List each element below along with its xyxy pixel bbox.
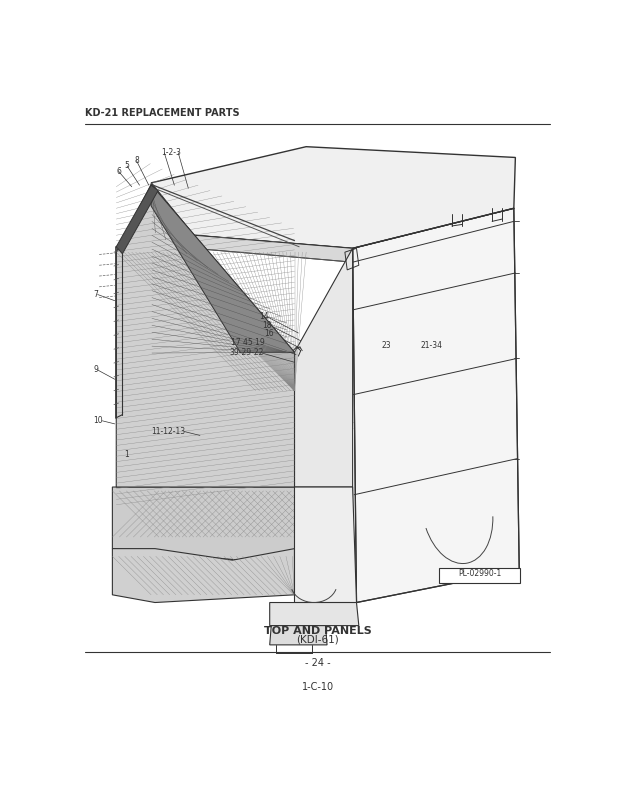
Text: 21-34: 21-34: [420, 340, 442, 350]
FancyBboxPatch shape: [440, 567, 520, 583]
Text: 6: 6: [117, 167, 121, 176]
Polygon shape: [294, 487, 356, 603]
Text: 14: 14: [260, 312, 269, 321]
Text: ReplacementParts.com: ReplacementParts.com: [241, 419, 394, 432]
Polygon shape: [270, 603, 359, 626]
Text: 18: 18: [262, 321, 272, 329]
Text: (KDI-61): (KDI-61): [296, 635, 339, 645]
Polygon shape: [270, 626, 327, 645]
Polygon shape: [112, 549, 294, 603]
Text: PL-02990-1: PL-02990-1: [458, 569, 502, 578]
Polygon shape: [151, 147, 515, 248]
Polygon shape: [117, 185, 158, 254]
Text: 7: 7: [93, 290, 98, 299]
Text: 17 45 19: 17 45 19: [231, 338, 265, 347]
Text: 9: 9: [93, 365, 98, 374]
Text: KD-21 REPLACEMENT PARTS: KD-21 REPLACEMENT PARTS: [86, 108, 240, 118]
Polygon shape: [353, 208, 520, 603]
Polygon shape: [193, 235, 353, 263]
Text: TOP AND PANELS: TOP AND PANELS: [264, 626, 371, 636]
Text: 5: 5: [125, 161, 130, 171]
Text: 10: 10: [93, 416, 103, 425]
Polygon shape: [151, 185, 294, 352]
Polygon shape: [117, 185, 294, 487]
Text: 1-C-10: 1-C-10: [302, 681, 334, 692]
Text: 23: 23: [381, 340, 391, 350]
Text: 16: 16: [264, 329, 274, 338]
Text: 8: 8: [134, 156, 139, 165]
Text: 1: 1: [124, 450, 129, 459]
Polygon shape: [112, 487, 353, 560]
Polygon shape: [294, 248, 353, 487]
Text: 11-12-13: 11-12-13: [151, 427, 185, 436]
Text: 39-29-22: 39-29-22: [229, 348, 264, 358]
Text: 1-2-3: 1-2-3: [161, 149, 181, 157]
Text: - 24 -: - 24 -: [305, 658, 330, 668]
